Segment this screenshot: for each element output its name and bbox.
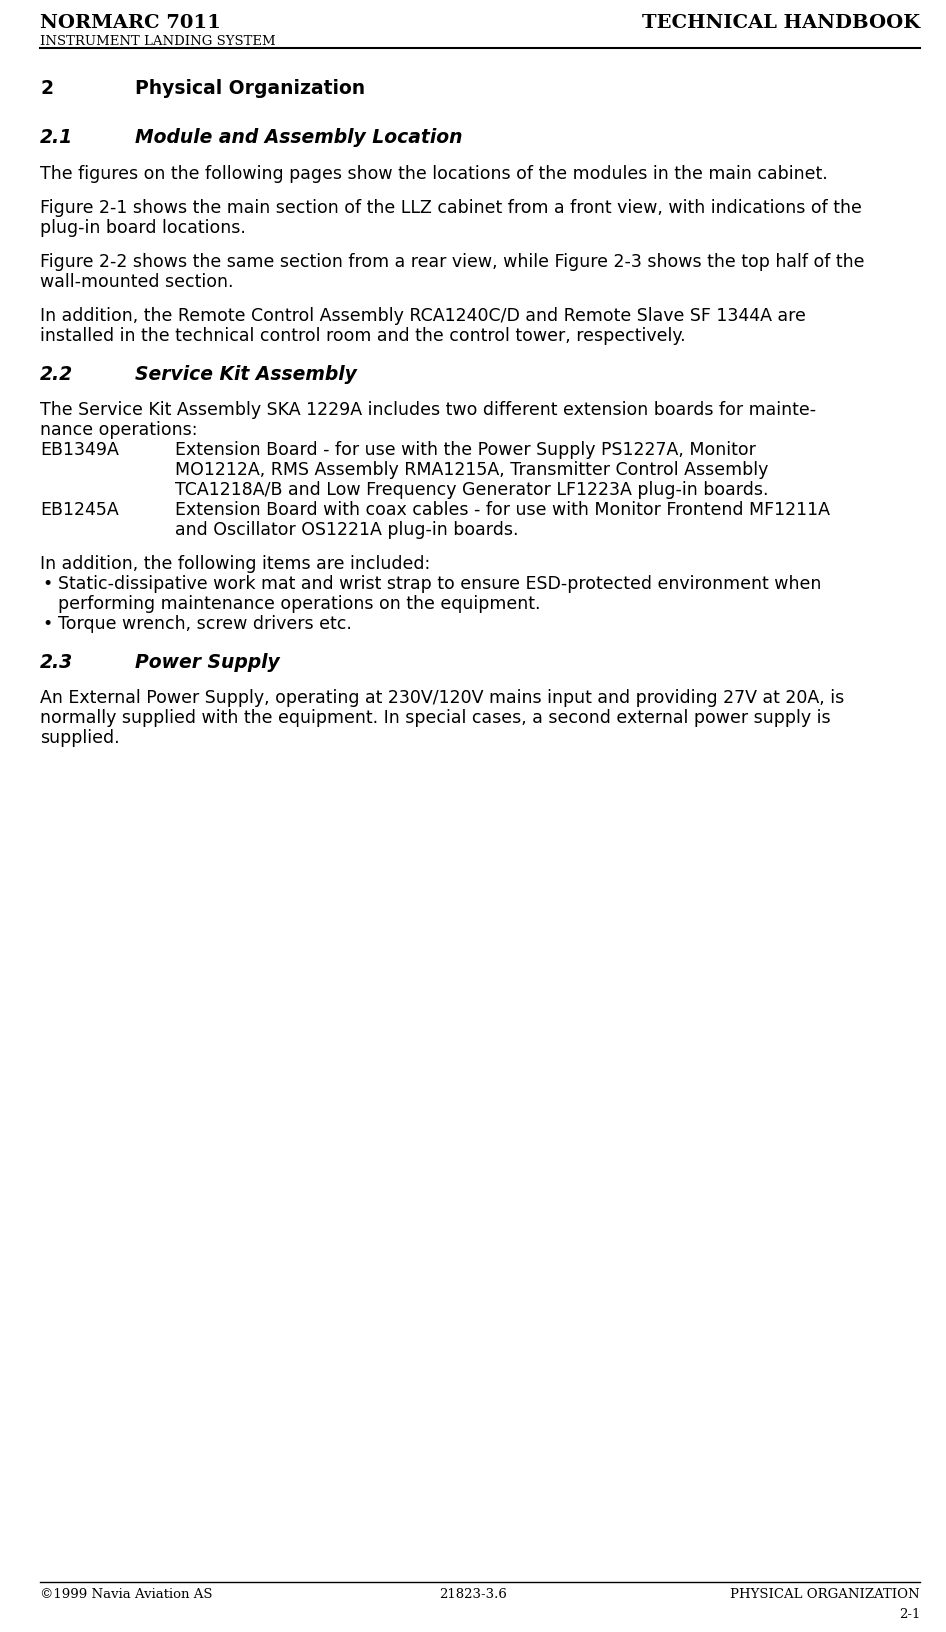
Text: EB1245A: EB1245A [40,501,119,519]
Text: 21823-3.6: 21823-3.6 [439,1588,507,1601]
Text: performing maintenance operations on the equipment.: performing maintenance operations on the… [58,596,540,614]
Text: Static-dissipative work mat and wrist strap to ensure ESD-protected environment : Static-dissipative work mat and wrist st… [58,574,821,592]
Text: The figures on the following pages show the locations of the modules in the main: The figures on the following pages show … [40,165,828,183]
Text: Module and Assembly Location: Module and Assembly Location [135,127,463,147]
Text: 2.2: 2.2 [40,366,73,384]
Text: 2-1: 2-1 [899,1608,920,1621]
Text: In addition, the following items are included:: In addition, the following items are inc… [40,555,430,573]
Text: Torque wrench, screw drivers etc.: Torque wrench, screw drivers etc. [58,615,352,633]
Text: Physical Organization: Physical Organization [135,78,365,98]
Text: Figure 2-1 shows the main section of the LLZ cabinet from a front view, with ind: Figure 2-1 shows the main section of the… [40,199,862,217]
Text: Extension Board - for use with the Power Supply PS1227A, Monitor: Extension Board - for use with the Power… [175,441,756,459]
Text: Figure 2-2 shows the same section from a rear view, while Figure 2-3 shows the t: Figure 2-2 shows the same section from a… [40,253,865,271]
Text: An External Power Supply, operating at 230V/120V mains input and providing 27V a: An External Power Supply, operating at 2… [40,689,844,707]
Text: nance operations:: nance operations: [40,421,198,439]
Text: and Oscillator OS1221A plug-in boards.: and Oscillator OS1221A plug-in boards. [175,521,518,539]
Text: Extension Board with coax cables - for use with Monitor Frontend MF1211A: Extension Board with coax cables - for u… [175,501,830,519]
Text: 2.1: 2.1 [40,127,73,147]
Text: EB1349A: EB1349A [40,441,119,459]
Text: In addition, the Remote Control Assembly RCA1240C/D and Remote Slave SF 1344A ar: In addition, the Remote Control Assembly… [40,307,806,325]
Text: TCA1218A/B and Low Frequency Generator LF1223A plug-in boards.: TCA1218A/B and Low Frequency Generator L… [175,481,768,499]
Text: supplied.: supplied. [40,730,119,747]
Text: PHYSICAL ORGANIZATION: PHYSICAL ORGANIZATION [730,1588,920,1601]
Text: NORMARC 7011: NORMARC 7011 [40,15,220,33]
Text: 2.3: 2.3 [40,653,73,672]
Text: wall-mounted section.: wall-mounted section. [40,273,234,290]
Text: •: • [42,574,52,592]
Text: plug-in board locations.: plug-in board locations. [40,219,246,237]
Text: normally supplied with the equipment. In special cases, a second external power : normally supplied with the equipment. In… [40,708,831,726]
Text: Service Kit Assembly: Service Kit Assembly [135,366,357,384]
Text: The Service Kit Assembly SKA 1229A includes two different extension boards for m: The Service Kit Assembly SKA 1229A inclu… [40,401,816,419]
Text: INSTRUMENT LANDING SYSTEM: INSTRUMENT LANDING SYSTEM [40,34,275,47]
Text: Power Supply: Power Supply [135,653,280,672]
Text: •: • [42,615,52,633]
Text: MO1212A, RMS Assembly RMA1215A, Transmitter Control Assembly: MO1212A, RMS Assembly RMA1215A, Transmit… [175,460,768,480]
Text: TECHNICAL HANDBOOK: TECHNICAL HANDBOOK [642,15,920,33]
Text: installed in the technical control room and the control tower, respectively.: installed in the technical control room … [40,326,686,344]
Text: ©1999 Navia Aviation AS: ©1999 Navia Aviation AS [40,1588,213,1601]
Text: 2: 2 [40,78,53,98]
